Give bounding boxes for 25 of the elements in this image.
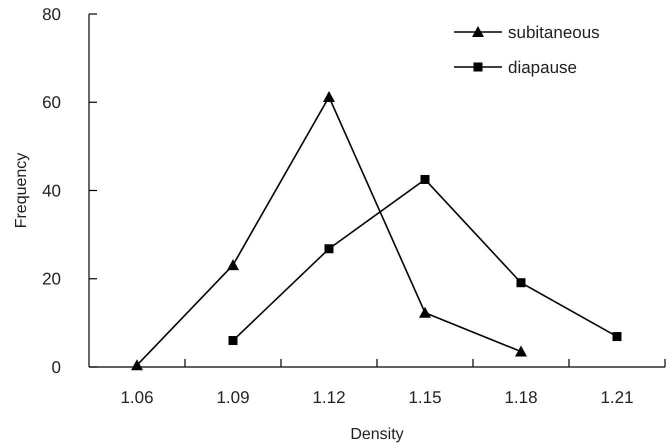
point [419, 306, 431, 318]
x-tick-label: 1.09 [216, 388, 250, 407]
y-tick-label: 40 [42, 181, 61, 200]
point [323, 90, 335, 102]
point [131, 359, 143, 370]
point [516, 278, 526, 288]
point [228, 336, 238, 346]
x-tick-label: 1.06 [120, 388, 154, 407]
point [227, 259, 239, 270]
x-axis-title: Density [350, 426, 404, 443]
x-tick-label: 1.21 [600, 388, 634, 407]
point [324, 244, 334, 254]
x-tick-label: 1.18 [504, 388, 538, 407]
y-axis-title: Frequency [13, 152, 30, 228]
legend-label: subitaneous [508, 22, 600, 42]
y-tick-label: 0 [52, 358, 61, 377]
point [612, 332, 622, 342]
point [420, 174, 430, 184]
y-tick-label: 20 [42, 270, 61, 289]
legend-label: diapause [508, 58, 578, 77]
y-tick-label: 80 [42, 4, 61, 24]
y-tick-label: 60 [42, 93, 61, 112]
x-tick-label: 1.15 [408, 388, 442, 407]
point [515, 346, 527, 357]
x-tick-label: 1.12 [312, 388, 346, 407]
